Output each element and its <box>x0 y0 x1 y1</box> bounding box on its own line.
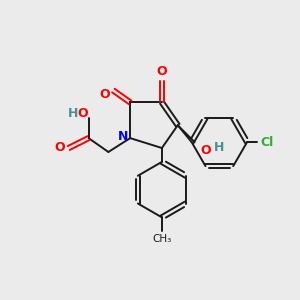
Text: O: O <box>99 88 110 101</box>
Text: H: H <box>214 140 224 154</box>
Text: O: O <box>55 140 65 154</box>
Text: O: O <box>200 145 211 158</box>
Text: N: N <box>118 130 128 142</box>
Text: Cl: Cl <box>260 136 274 148</box>
Text: CH₃: CH₃ <box>152 234 172 244</box>
Text: O: O <box>157 65 167 78</box>
Text: H: H <box>68 107 78 120</box>
Text: O: O <box>77 107 88 120</box>
